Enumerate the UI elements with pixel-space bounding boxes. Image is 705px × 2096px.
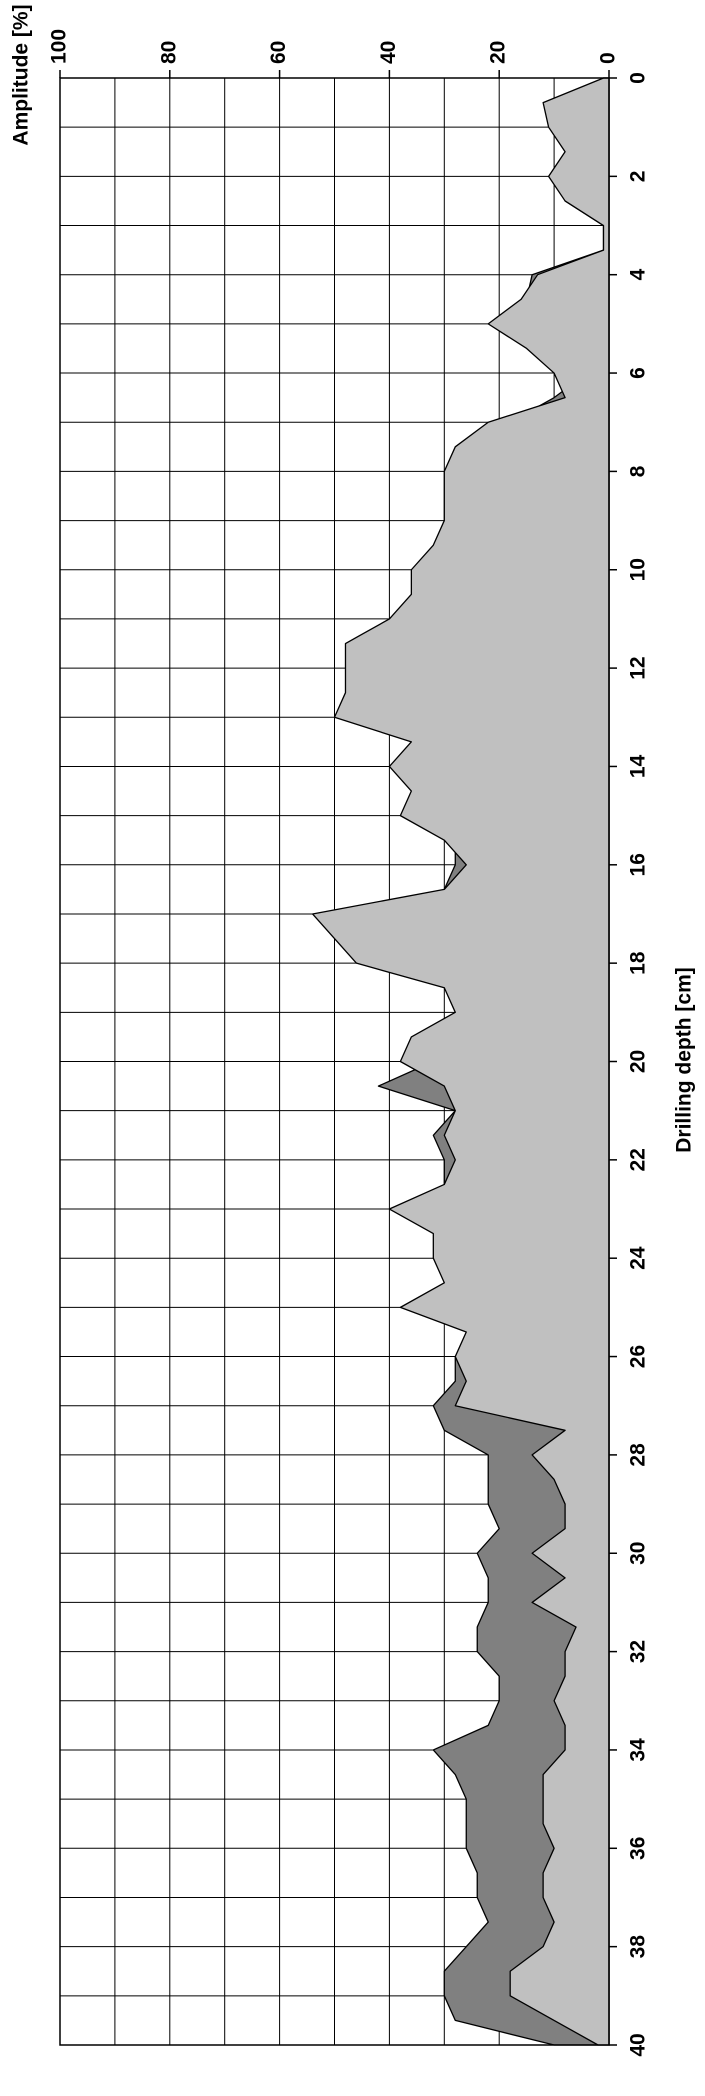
- y-tick-label: 40: [377, 41, 400, 64]
- y-tick-label: 80: [157, 41, 180, 64]
- y-axis-label: Amplitude [%]: [10, 4, 33, 145]
- x-tick-label: 10: [627, 558, 650, 581]
- y-tick-label: 20: [487, 41, 510, 64]
- y-tick-label: 60: [267, 41, 290, 64]
- x-tick-label: 32: [627, 1640, 650, 1663]
- x-tick-label: 22: [627, 1148, 650, 1171]
- x-tick-label: 0: [627, 72, 650, 84]
- x-tick-label: 24: [627, 1246, 650, 1270]
- x-tick-label: 38: [627, 1935, 650, 1959]
- x-tick-label: 14: [627, 754, 650, 778]
- x-tick-label: 26: [627, 1345, 650, 1368]
- x-tick-label: 36: [627, 1837, 650, 1860]
- x-axis-label: Drilling depth [cm]: [673, 967, 696, 1153]
- x-tick-label: 30: [627, 1542, 650, 1565]
- y-tick-label: 100: [48, 29, 71, 64]
- x-tick-label: 16: [627, 853, 650, 876]
- x-tick-label: 2: [627, 171, 650, 183]
- x-tick-label: 6: [627, 367, 650, 379]
- area: [311, 77, 610, 2046]
- x-tick-label: 12: [627, 656, 650, 679]
- x-tick-label: 20: [627, 1050, 650, 1073]
- y-tick-label: 0: [597, 52, 620, 64]
- x-tick-label: 34: [627, 1738, 650, 1762]
- x-tick-label: 4: [627, 269, 650, 281]
- x-tick-label: 18: [627, 951, 650, 975]
- x-tick-label: 40: [627, 2033, 650, 2056]
- x-tick-label: 28: [627, 1443, 650, 1467]
- x-tick-label: 8: [627, 465, 650, 477]
